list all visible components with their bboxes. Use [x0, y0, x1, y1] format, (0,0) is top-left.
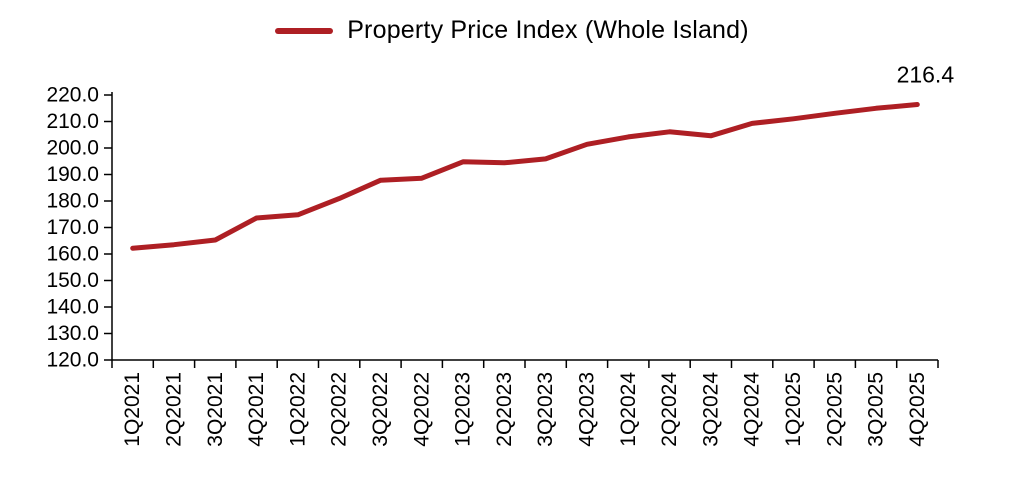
y-axis-label: 150.0 — [46, 269, 99, 292]
y-axis-label: 130.0 — [46, 322, 99, 345]
x-axis-label: 2Q2025 — [823, 372, 846, 447]
x-axis-label: 1Q2025 — [782, 372, 805, 447]
x-axis-label: 4Q2024 — [741, 372, 764, 447]
x-axis-label: 1Q2021 — [121, 372, 144, 447]
x-axis-label: 2Q2023 — [493, 372, 516, 447]
x-axis-label: 3Q2024 — [699, 372, 722, 447]
y-axis-label: 210.0 — [46, 110, 99, 133]
y-axis-label: 180.0 — [46, 190, 99, 213]
x-axis-label: 1Q2023 — [452, 372, 475, 447]
y-axis-label: 160.0 — [46, 243, 99, 266]
x-axis-label: 4Q2025 — [906, 372, 929, 447]
x-axis-label: 2Q2021 — [162, 372, 185, 447]
x-axis-label: 3Q2022 — [369, 372, 392, 447]
price-line — [130, 102, 920, 251]
x-axis-label: 3Q2021 — [204, 372, 227, 447]
x-axis-label: 4Q2022 — [410, 372, 433, 447]
y-axis-label: 220.0 — [46, 84, 99, 107]
x-axis-label: 2Q2024 — [658, 372, 681, 447]
x-axis-label: 2Q2022 — [328, 372, 351, 447]
y-axis-label: 140.0 — [46, 296, 99, 319]
last-value-annotation: 216.4 — [897, 62, 955, 88]
x-axis-label: 3Q2025 — [865, 372, 888, 447]
legend-line-swatch — [275, 27, 334, 34]
y-axis-label: 200.0 — [46, 137, 99, 160]
x-axis-label: 3Q2023 — [534, 372, 557, 447]
y-axis-label: 190.0 — [46, 163, 99, 186]
y-axis-label: 120.0 — [46, 349, 99, 372]
x-axis-label: 1Q2024 — [617, 372, 640, 447]
x-axis-label: 4Q2023 — [575, 372, 598, 447]
legend-label: Property Price Index (Whole Island) — [347, 16, 749, 44]
x-axis-label: 4Q2021 — [245, 372, 268, 447]
x-axis-label: 1Q2022 — [286, 372, 309, 447]
y-axis-label: 170.0 — [46, 216, 99, 239]
chart-legend: Property Price Index (Whole Island) — [0, 16, 1024, 45]
